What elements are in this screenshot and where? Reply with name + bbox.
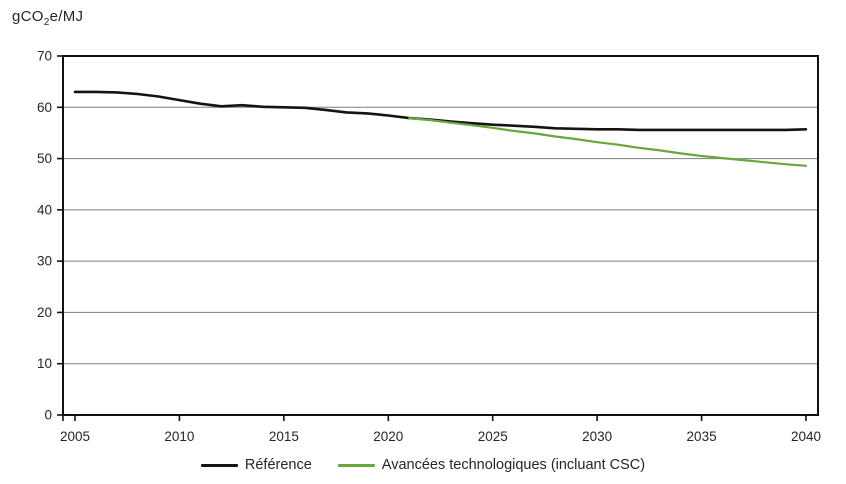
avancees-line-swatch [337,463,375,467]
y-tick-label-10: 10 [37,356,52,371]
series-line-avancees [408,116,808,167]
y-tick-label-50: 50 [37,151,52,166]
y-axis-title: gCO2e/MJ [12,8,83,28]
chart-legend: Référence Avancées technologiques (inclu… [0,452,846,478]
x-tick-label-2020: 2020 [373,429,403,444]
legend-item-reference: Référence [200,457,312,473]
y-tick-label-40: 40 [37,202,52,217]
x-tick-label-2005: 2005 [60,429,90,444]
legend-item-avancees: Avancées technologiques (incluant CSC) [337,457,646,473]
x-tick-label-2025: 2025 [478,429,508,444]
y-tick-label-20: 20 [37,305,52,320]
y-axis-title-suffix: e/MJ [49,8,84,25]
x-tick-label-2015: 2015 [269,429,299,444]
series-line-reference [73,90,808,132]
y-tick-label-70: 70 [37,49,52,64]
legend-label-avancees: Avancées technologiques (incluant CSC) [381,457,646,473]
x-tick-label-2010: 2010 [164,429,194,444]
plot-border [62,55,819,416]
y-tick-label-60: 60 [37,100,52,115]
y-axis-title-subscript: 2 [43,17,50,28]
reference-line-swatch [200,463,238,467]
x-tick-label-2035: 2035 [687,429,717,444]
legend-label-reference: Référence [244,457,312,473]
x-tick-label-2030: 2030 [582,429,612,444]
y-tick-label-30: 30 [37,254,52,269]
x-tick-label-2040: 2040 [791,429,821,444]
y-tick-label-0: 0 [44,408,52,423]
y-axis-title-prefix: gCO [12,8,44,25]
